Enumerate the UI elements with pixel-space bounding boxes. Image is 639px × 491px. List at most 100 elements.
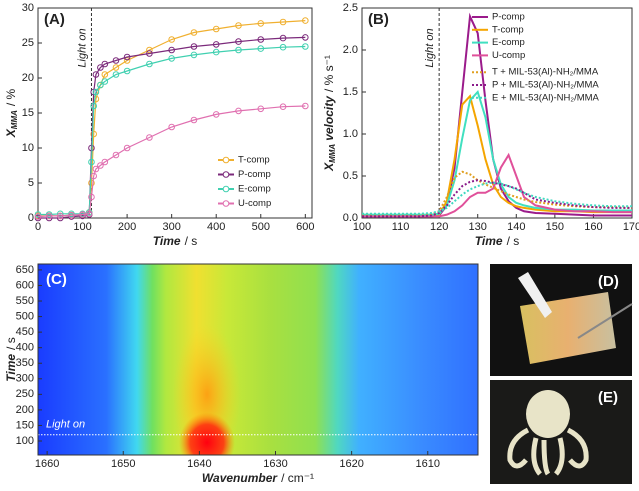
data-point <box>97 81 104 89</box>
series-line <box>362 181 632 215</box>
data-point <box>90 130 97 138</box>
y-tick-label: 250 <box>16 388 34 400</box>
data-point <box>302 17 309 24</box>
y-tick-label: 0 <box>28 212 34 224</box>
data-point <box>90 102 97 110</box>
x-axis-label: Time / s <box>475 234 519 248</box>
y-label-rest: velocity <box>322 95 336 141</box>
legend-label: T-comp <box>492 24 524 35</box>
x-tick-label: 500 <box>252 221 270 233</box>
x-tick-label: 170 <box>623 221 639 233</box>
data-point <box>168 123 175 131</box>
x-tick-label: 120 <box>430 221 448 233</box>
y-tick-label: 550 <box>16 295 34 307</box>
x-tick-label: 100 <box>353 221 371 233</box>
data-point <box>123 144 131 152</box>
heatmap-peak <box>179 412 235 455</box>
data-point <box>146 60 153 68</box>
data-point <box>112 151 120 159</box>
data-point <box>212 48 220 56</box>
data-point <box>45 212 53 220</box>
y-tick-label: 5 <box>28 177 34 189</box>
data-point <box>235 107 242 115</box>
data-point <box>146 134 153 141</box>
y-label-name: Time <box>4 354 18 382</box>
x-tick-label: 400 <box>207 221 225 233</box>
panel-label: (C) <box>46 271 67 288</box>
legend-label: P-comp <box>492 12 525 23</box>
plot-frame <box>37 263 479 456</box>
data-point <box>34 213 42 220</box>
data-point <box>279 103 287 110</box>
x-label-name: Time <box>475 234 503 248</box>
data-point <box>302 43 309 50</box>
data-point <box>101 78 109 85</box>
data-point <box>302 102 309 110</box>
y-tick-label: 500 <box>16 310 34 322</box>
y-tick-label: 400 <box>16 342 34 354</box>
x-axis-label: Time / s <box>153 234 197 248</box>
x-label-unit: / cm⁻¹ <box>281 471 314 485</box>
x-label-name: Wavenumber <box>202 471 278 485</box>
y-tick-label: 25 <box>22 37 34 49</box>
photo-d <box>490 264 633 376</box>
x-tick-label: 1660 <box>35 458 59 470</box>
y-axis-label: Time / s <box>4 337 18 381</box>
series-line <box>38 45 306 216</box>
data-point <box>79 211 86 218</box>
y-label-unit: / % s⁻¹ <box>322 55 336 92</box>
legend-marker <box>222 171 230 178</box>
series-line <box>38 36 306 219</box>
photo-e <box>490 380 632 484</box>
x-tick-label: 600 <box>296 221 314 233</box>
y-tick-label: 1.0 <box>343 128 358 140</box>
data-point <box>101 60 109 68</box>
x-tick-label: 1620 <box>339 458 363 470</box>
y-label-sub: MMA <box>328 144 337 163</box>
y-tick-label: 15 <box>22 107 34 119</box>
y-tick-label: 100 <box>16 435 34 447</box>
data-point <box>190 51 198 59</box>
data-point <box>168 46 175 54</box>
x-tick-label: 160 <box>584 221 602 233</box>
data-point <box>279 18 287 26</box>
series-line <box>37 105 306 218</box>
data-point <box>123 57 131 64</box>
legend-label: P + MIL-53(Al)-NH₂/MMA <box>492 80 599 91</box>
series-line <box>362 90 632 216</box>
legend-label: T + MIL-53(Al)-NH₂/MMA <box>492 67 599 78</box>
data-point <box>190 43 198 50</box>
data-point <box>235 22 242 29</box>
y-tick-label: 300 <box>16 373 34 385</box>
data-point <box>34 211 42 218</box>
panel-label: (A) <box>44 11 65 28</box>
legend-label: E-comp <box>492 37 525 48</box>
data-point <box>257 105 265 113</box>
y-tick-label: 0.5 <box>343 170 358 182</box>
x-tick-label: 1630 <box>263 458 287 470</box>
x-tick-label: 200 <box>118 221 136 233</box>
data-point <box>92 165 100 173</box>
y-tick-label: 450 <box>16 326 34 338</box>
data-point <box>97 64 104 71</box>
x-tick-label: 1610 <box>416 458 440 470</box>
data-point <box>168 55 175 62</box>
y-tick-label: 200 <box>16 404 34 416</box>
heatmap-field <box>38 264 478 455</box>
y-label-name: X <box>322 162 336 172</box>
y-label-sub: MMA <box>10 110 19 129</box>
y-tick-label: 2.5 <box>343 2 358 14</box>
data-point <box>212 41 220 48</box>
y-axis-label: XMMA velocity / % s⁻¹ <box>322 55 337 172</box>
y-tick-label: 10 <box>22 142 34 154</box>
data-point <box>56 214 64 222</box>
legend-label: U-comp <box>238 198 271 209</box>
y-tick-label: 30 <box>22 2 34 14</box>
y-tick-label: 2.0 <box>343 44 358 56</box>
x-axis-label: Wavenumber / cm⁻¹ <box>202 471 314 485</box>
series-line <box>362 179 632 218</box>
data-point <box>68 211 75 219</box>
data-point <box>302 34 309 41</box>
legend-marker <box>222 185 230 193</box>
data-point <box>257 45 265 52</box>
